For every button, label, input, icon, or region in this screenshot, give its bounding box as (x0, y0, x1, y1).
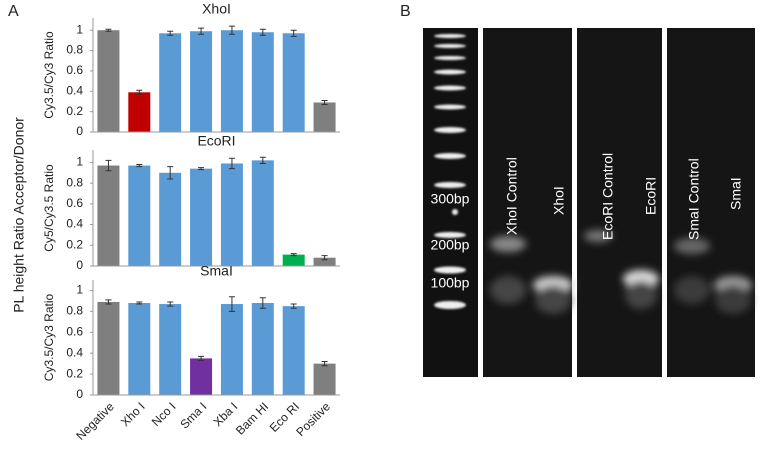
shared-y-label: PL height Ratio Acceptor/Donor (11, 117, 27, 313)
y-axis-label: Cy3.5/Cy3 Ratio (42, 293, 56, 381)
error-bar (228, 25, 235, 35)
lane-label: SmaI Control (686, 158, 702, 240)
lane-label: SmaI (728, 177, 744, 210)
error-bar (290, 253, 297, 257)
y-tick-label: 0.4 (66, 345, 83, 359)
bar (159, 33, 182, 133)
x-tick-label: Nco I (149, 399, 179, 429)
gel-lane (483, 28, 572, 377)
error-bar (136, 164, 143, 168)
error-bar (321, 99, 328, 106)
y-tick-label: 0 (76, 387, 83, 401)
y-tick-label: 0 (76, 124, 83, 138)
error-bar (167, 166, 174, 180)
error-bar (259, 156, 266, 164)
error-bar (136, 301, 143, 305)
chart-title: EcoRI (197, 133, 235, 149)
error-bar (167, 301, 174, 307)
ladder-label: 100bp (431, 275, 470, 291)
bar (190, 168, 213, 266)
error-bar (198, 355, 205, 361)
y-tick-label: 0.6 (66, 324, 83, 338)
gel-lane (667, 28, 755, 377)
error-bar (167, 30, 174, 36)
y-tick-label: 0.2 (66, 237, 83, 251)
x-tick-label: Xho I (118, 399, 148, 429)
error-bar (198, 167, 205, 171)
y-axis-label: Cy5/Cy3.5 Ratio (42, 164, 56, 252)
bar (97, 30, 120, 132)
ladder-bands (434, 34, 466, 309)
bar (313, 257, 336, 266)
y-tick-label: 0.4 (66, 83, 83, 97)
y-tick-label: 0.6 (66, 196, 83, 210)
bar (251, 160, 274, 266)
error-bar (105, 28, 112, 32)
y-tick-label: 0 (76, 258, 83, 272)
ladder-label: 200bp (431, 237, 470, 253)
error-bar (321, 361, 328, 367)
error-bar (290, 29, 297, 37)
bar (190, 358, 213, 395)
y-tick-label: 1 (76, 283, 83, 297)
gel-image: 300bp 200bp 100bp XhoI Control XhoI EcoRI Con… (423, 28, 755, 377)
error-bar (198, 27, 205, 35)
bar (251, 32, 274, 132)
error-bar (321, 255, 328, 261)
y-tick-label: 1 (76, 155, 83, 169)
chart-title: SmaI (200, 263, 233, 279)
lane-label: EcoRI (643, 177, 659, 215)
bar (220, 304, 243, 395)
bar (128, 165, 151, 266)
lane-label: XhoI Control (504, 157, 520, 235)
lane-label: EcoRI Control (600, 153, 616, 240)
gel-lane (577, 28, 662, 377)
error-bar (228, 296, 235, 312)
y-tick-label: 0.8 (66, 304, 83, 318)
bar (97, 301, 120, 395)
bar (282, 306, 305, 395)
gel-bands (490, 230, 752, 314)
bar (313, 363, 336, 395)
x-tick-label: Bam HI (233, 399, 271, 437)
bar (282, 33, 305, 133)
bar (159, 172, 182, 266)
bar (282, 254, 305, 266)
x-tick-label: Negative (73, 399, 117, 443)
bar (190, 31, 213, 132)
y-tick-label: 0.4 (66, 217, 83, 231)
chart-title: XhoI (202, 1, 231, 17)
panel-label: A (8, 3, 19, 20)
error-bar (105, 299, 112, 305)
error-bar (259, 297, 266, 309)
bar (128, 303, 151, 395)
y-tick-label: 0.8 (66, 175, 83, 189)
error-bar (228, 157, 235, 170)
bar (313, 102, 336, 132)
bar (159, 304, 182, 395)
y-tick-label: 1 (76, 22, 83, 36)
bar (220, 30, 243, 132)
panel-label: B (400, 3, 411, 20)
y-tick-label: 0.2 (66, 366, 83, 380)
ladder-label: 300bp (431, 191, 470, 207)
y-axis-label: Cy3.5/Cy3 Ratio (42, 31, 56, 119)
x-tick-label: Positive (293, 399, 333, 439)
error-bar (290, 303, 297, 309)
bar (220, 163, 243, 266)
error-bar (136, 89, 143, 95)
error-bar (259, 28, 266, 36)
x-tick-label: Sma I (177, 399, 209, 431)
y-tick-label: 0.2 (66, 104, 83, 118)
y-tick-label: 0.6 (66, 63, 83, 77)
bar (97, 165, 120, 266)
error-bar (105, 159, 112, 172)
bar (128, 92, 151, 132)
lane-label: XhoI (551, 186, 567, 215)
bar (251, 303, 274, 395)
y-tick-label: 0.8 (66, 43, 83, 57)
